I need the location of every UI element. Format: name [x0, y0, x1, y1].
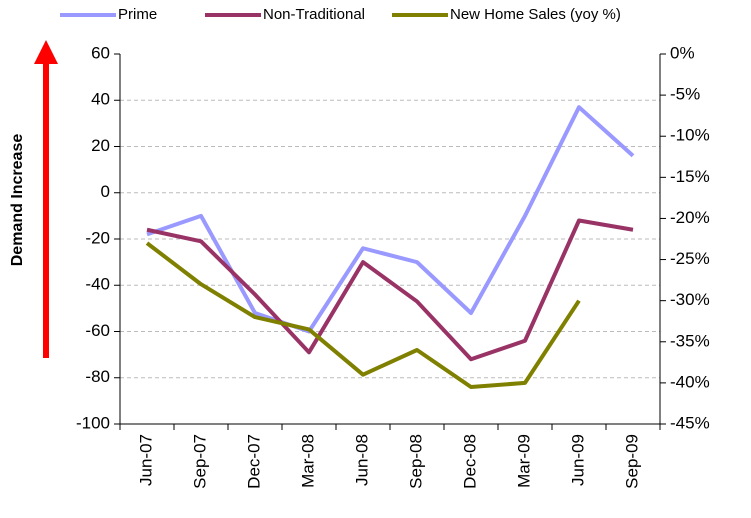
y-axis-label: Demand Increase: [9, 134, 26, 267]
y2-tick-label: -35%: [670, 331, 710, 350]
y2-tick-label: -15%: [670, 167, 710, 186]
x-tick-label: Dec-07: [244, 434, 263, 489]
y2-tick-label: 0%: [670, 43, 695, 62]
x-tick-label: Mar-09: [514, 434, 533, 488]
y2-tick-label: -45%: [670, 413, 710, 432]
y-tick-label: -100: [76, 413, 110, 432]
legend-label: Prime: [118, 6, 157, 23]
y2-tick-label: -20%: [670, 208, 710, 227]
x-tick-label: Mar-08: [298, 434, 317, 488]
series-line: [145, 241, 581, 389]
y-tick-label: 40: [91, 90, 110, 109]
y2-tick-label: -10%: [670, 126, 710, 145]
y-tick-label: 20: [91, 136, 110, 155]
y-tick-label: -40: [85, 275, 110, 294]
series-line: [146, 218, 634, 362]
y-tick-label: -60: [85, 321, 110, 340]
y-tick-label: -20: [85, 228, 110, 247]
y-tick-label: 60: [91, 43, 110, 62]
series-line: [146, 105, 635, 334]
x-tick-label: Sep-08: [406, 434, 425, 489]
x-tick-label: Jun-09: [568, 434, 587, 486]
x-tick-label: Sep-09: [622, 434, 641, 489]
legend-label: New Home Sales (yoy %): [450, 6, 621, 23]
x-tick-label: Jun-07: [136, 434, 155, 486]
y2-tick-label: -5%: [670, 85, 700, 104]
x-tick-label: Jun-08: [352, 434, 371, 486]
x-tick-label: Dec-08: [460, 434, 479, 489]
y2-tick-label: -40%: [670, 372, 710, 391]
legend-label: Non-Traditional: [263, 6, 365, 23]
y-tick-label: 0: [101, 182, 110, 201]
y-tick-label: -80: [85, 367, 110, 386]
x-tick-label: Sep-07: [190, 434, 209, 489]
y2-tick-label: -25%: [670, 249, 710, 268]
y2-tick-label: -30%: [670, 290, 710, 309]
